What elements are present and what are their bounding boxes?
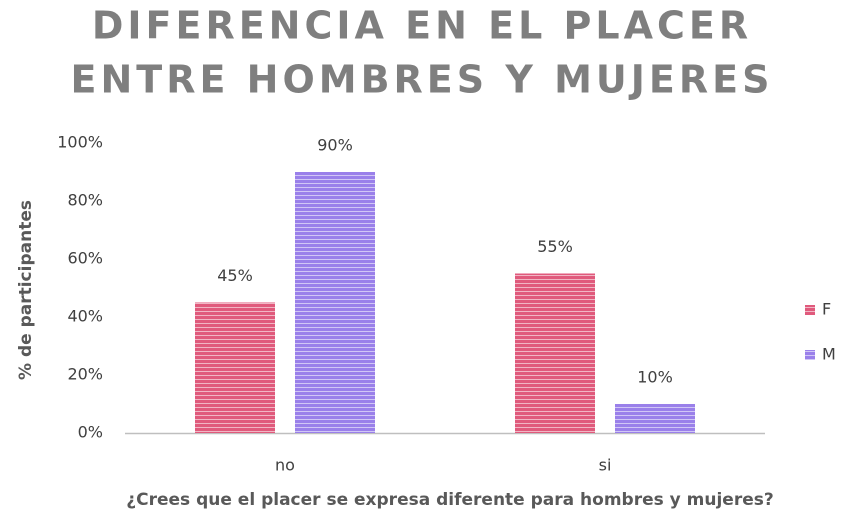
value-label: 10% — [637, 368, 673, 387]
bar — [295, 172, 375, 433]
legend-label: M — [822, 345, 836, 364]
y-tick-label: 40% — [67, 307, 103, 326]
y-tick-label: 0% — [78, 423, 103, 442]
legend-swatch — [805, 305, 815, 315]
bar — [615, 404, 695, 433]
value-label: 55% — [537, 237, 573, 256]
bar — [195, 302, 275, 433]
value-label: 45% — [217, 266, 253, 285]
x-axis-label: ¿Crees que el placer se expresa diferent… — [126, 490, 773, 510]
y-tick-label: 80% — [67, 191, 103, 210]
x-tick-label: si — [599, 456, 612, 475]
bar — [515, 273, 595, 433]
legend-swatch — [805, 350, 815, 360]
legend-label: F — [822, 300, 831, 319]
y-tick-label: 20% — [67, 365, 103, 384]
chart-title: ENTRE HOMBRES Y MUJERES — [71, 58, 774, 102]
x-tick-label: no — [275, 456, 295, 475]
y-tick-label: 60% — [67, 249, 103, 268]
y-axis-label: % de participantes — [16, 200, 36, 380]
chart-title: DIFERENCIA EN EL PLACER — [92, 4, 752, 48]
value-label: 90% — [317, 136, 353, 155]
y-tick-label: 100% — [57, 133, 103, 152]
